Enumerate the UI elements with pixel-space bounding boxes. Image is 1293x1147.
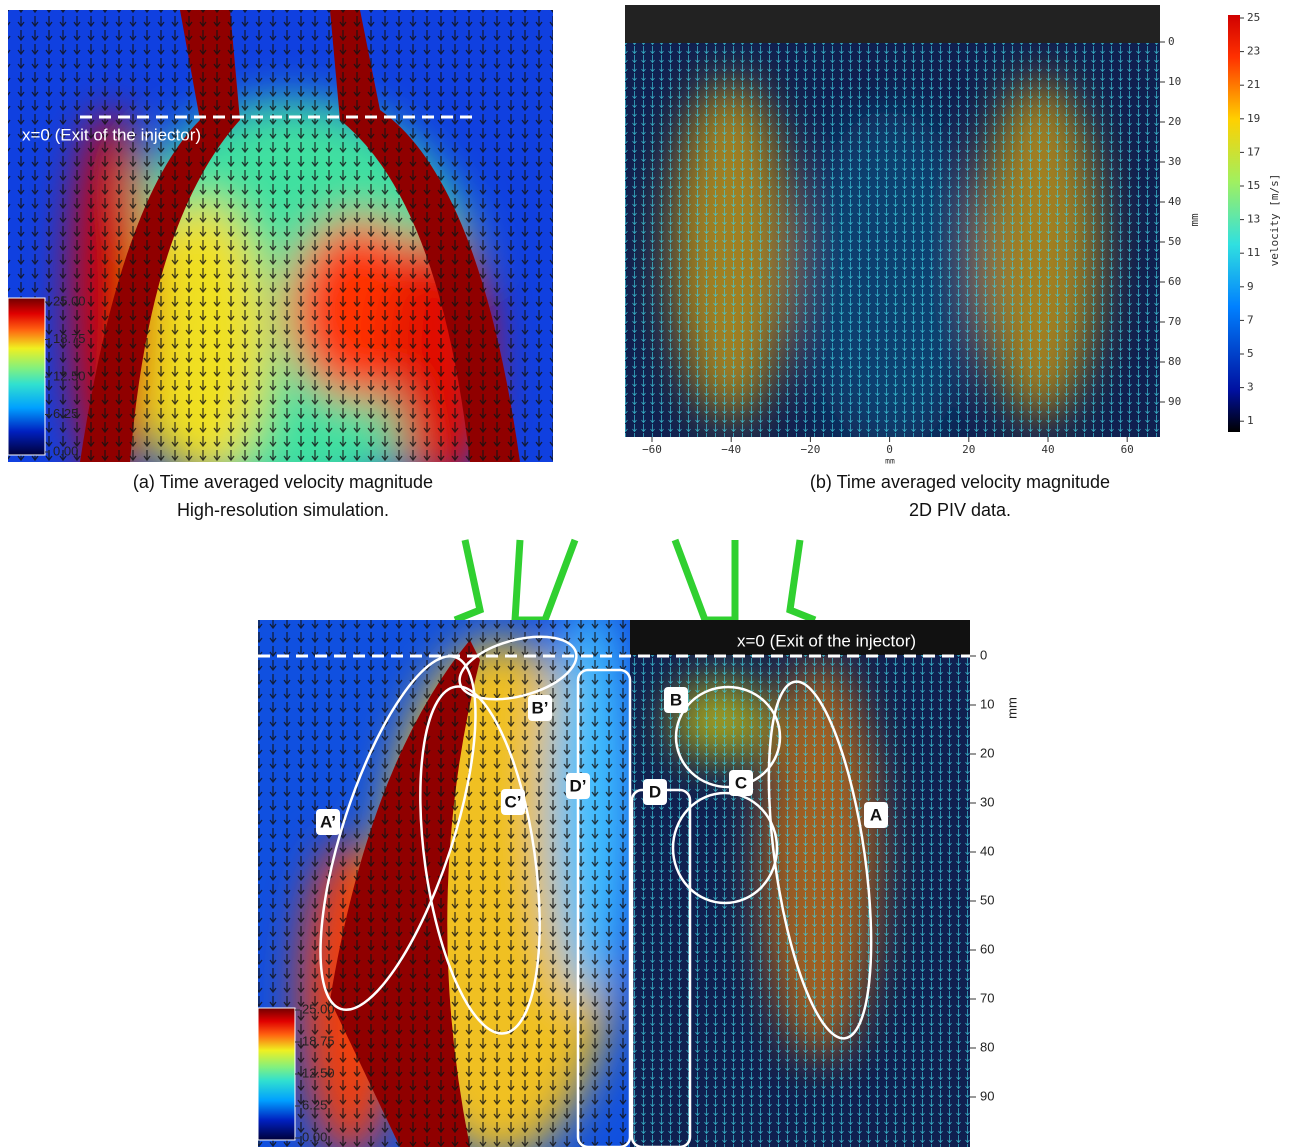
y-tick-label: 20	[1168, 115, 1181, 128]
y-tick-label: 0	[1168, 35, 1175, 48]
axis-label: mm	[1004, 697, 1019, 719]
y-tick-label: 70	[1168, 315, 1181, 328]
colorbar-tick-label: 18.75	[302, 1033, 335, 1048]
y-tick-label: 80	[1168, 355, 1181, 368]
piv-field	[625, 5, 1160, 450]
region-label: D’	[570, 776, 587, 795]
colorbar-tick-label: 6.25	[302, 1097, 327, 1112]
y-tick-label: 90	[1168, 395, 1181, 408]
colorbar-tick-label: 21	[1247, 78, 1260, 91]
colorbar-tick-label: 0.00	[302, 1129, 327, 1144]
x-tick-label: 40	[1041, 443, 1054, 456]
colorbar-tick-label: 25	[1247, 11, 1260, 24]
y-tick-label: 90	[980, 1088, 994, 1103]
colorbar-tick-label: 1	[1247, 414, 1254, 427]
y-tick-label: 20	[980, 745, 994, 760]
x-tick-label: 20	[962, 443, 975, 456]
simulation-field	[8, 10, 553, 500]
colorbar-tick-label: 6.25	[53, 406, 78, 421]
colorbar-tick-label: 25.00	[302, 1001, 335, 1016]
y-tick-label: 80	[980, 1039, 994, 1054]
annotation: x=0 (Exit of the injector)	[22, 125, 201, 144]
region-label: C	[735, 773, 747, 792]
colorbar-tick-label: 15	[1247, 179, 1260, 192]
region-label: A’	[320, 812, 336, 831]
region-label: C’	[505, 792, 522, 811]
colorbar-tick-label: 11	[1247, 246, 1260, 259]
colorbar-tick-label: 23	[1247, 45, 1260, 58]
y-tick-label: 30	[980, 794, 994, 809]
colorbar-tick-label: 9	[1247, 280, 1254, 293]
annotation: x=0 (Exit of the injector)	[737, 631, 916, 650]
region-label: A	[870, 805, 882, 824]
y-tick-label: 30	[1168, 155, 1181, 168]
figure: x=0 (Exit of the injector) (a) Time aver…	[0, 0, 1293, 1147]
colorbar-tick-label: 5	[1247, 347, 1254, 360]
colorbar-tick-label: 12.50	[302, 1065, 335, 1080]
y-tick-label: 0	[980, 647, 987, 662]
y-tick-label: 60	[980, 941, 994, 956]
injector	[455, 540, 815, 620]
y-tick-label: 60	[1168, 275, 1181, 288]
axis-label: mm	[885, 457, 895, 466]
colorbar-tick-label: 19	[1247, 112, 1260, 125]
colorbar-tick-label: 3	[1247, 381, 1254, 394]
region-label: B’	[532, 698, 549, 717]
y-tick-label: 40	[980, 843, 994, 858]
y-tick-label: 40	[1168, 195, 1181, 208]
y-tick-label: 10	[980, 696, 994, 711]
caption: High-resolution simulation.	[177, 500, 389, 520]
x-tick-label: 0	[886, 443, 893, 456]
caption: 2D PIV data.	[909, 500, 1011, 520]
colorbar-tick-label: 7	[1247, 313, 1254, 326]
colorbar-tick-label: 13	[1247, 213, 1260, 226]
axis-label: mm	[1188, 213, 1201, 227]
colorbar-tick-label: 17	[1247, 145, 1260, 158]
y-tick-label: 50	[1168, 235, 1181, 248]
colorbar-tick-label: 0.00	[53, 443, 78, 458]
colorbar-tick-label: 12.50	[53, 368, 86, 383]
x-tick-label: −60	[642, 443, 662, 456]
region-label: B	[670, 690, 682, 709]
caption: (a) Time averaged velocity magnitude	[133, 472, 433, 492]
y-tick-label: 50	[980, 892, 994, 907]
x-tick-label: −40	[721, 443, 741, 456]
colorbar-tick-label: 18.75	[53, 331, 86, 346]
y-tick-label: 10	[1168, 75, 1181, 88]
x-tick-label: 60	[1121, 443, 1134, 456]
caption: (b) Time averaged velocity magnitude	[810, 472, 1110, 492]
x-tick-label: −20	[800, 443, 820, 456]
colorbar-tick-label: 25.00	[53, 293, 86, 308]
region-label: D	[649, 782, 661, 801]
y-tick-label: 70	[980, 990, 994, 1005]
colorbar-label: velocity [m/s]	[1268, 174, 1281, 267]
